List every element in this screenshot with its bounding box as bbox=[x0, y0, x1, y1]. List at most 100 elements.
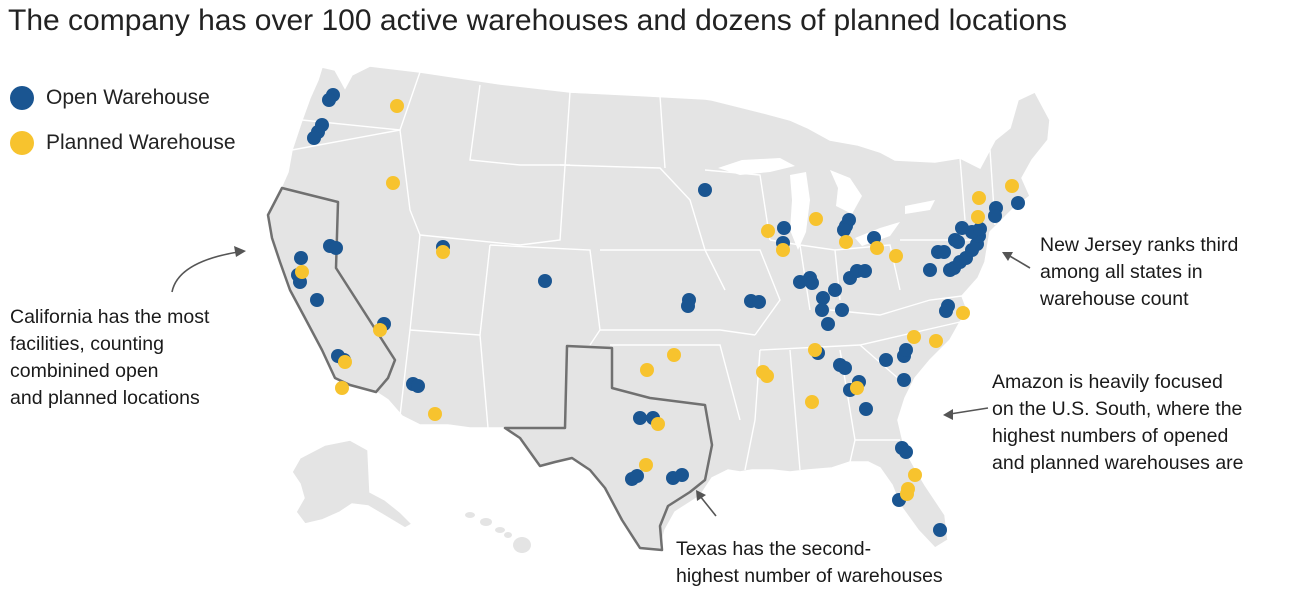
planned-warehouse-marker bbox=[639, 458, 653, 472]
planned-warehouse-marker bbox=[760, 369, 774, 383]
planned-warehouse-marker bbox=[428, 407, 442, 421]
planned-warehouse-marker bbox=[761, 224, 775, 238]
open-warehouse-marker bbox=[294, 251, 308, 265]
planned-warehouse-marker bbox=[1005, 179, 1019, 193]
open-warehouse-marker bbox=[955, 221, 969, 235]
open-warehouse-marker bbox=[322, 93, 336, 107]
lake-huron-shape bbox=[830, 170, 862, 214]
planned-warehouse-marker bbox=[809, 212, 823, 226]
state-border-line bbox=[291, 129, 421, 236]
open-warehouse-marker bbox=[943, 263, 957, 277]
arrowhead-icon bbox=[943, 409, 953, 420]
planned-warehouse-marker bbox=[839, 235, 853, 249]
planned-warehouse-marker bbox=[850, 381, 864, 395]
planned-warehouse-marker bbox=[667, 348, 681, 362]
open-warehouse-marker bbox=[899, 445, 913, 459]
open-warehouse-marker bbox=[859, 402, 873, 416]
planned-warehouse-marker bbox=[295, 265, 309, 279]
open-warehouse-marker bbox=[633, 411, 647, 425]
state-border-line bbox=[489, 244, 601, 346]
open-warehouse-marker bbox=[879, 353, 893, 367]
open-warehouse-marker bbox=[681, 299, 695, 313]
annotation-line: combinined open bbox=[10, 360, 159, 382]
annotation-line: New Jersey ranks third bbox=[1040, 234, 1239, 256]
state-border-line bbox=[569, 91, 666, 169]
open-warehouse-marker bbox=[858, 264, 872, 278]
annotation-line: highest number of warehouses bbox=[676, 565, 943, 587]
planned-warehouse-marker bbox=[776, 243, 790, 257]
planned-warehouse-marker bbox=[805, 395, 819, 409]
open-warehouse-marker-icon bbox=[10, 86, 34, 110]
open-warehouse-marker bbox=[805, 276, 819, 290]
planned-warehouse-marker bbox=[907, 330, 921, 344]
legend-item-open: Open Warehouse bbox=[10, 86, 236, 110]
open-warehouse-marker bbox=[816, 291, 830, 305]
open-warehouse-marker bbox=[973, 222, 987, 236]
planned-warehouse-marker bbox=[640, 363, 654, 377]
california-outline bbox=[266, 186, 397, 394]
open-warehouse-marker bbox=[538, 274, 552, 288]
curved-arrow-icon bbox=[1007, 254, 1031, 269]
open-warehouse-marker bbox=[838, 361, 852, 375]
planned-warehouse-marker bbox=[889, 249, 903, 263]
open-warehouse-marker bbox=[698, 183, 712, 197]
planned-warehouse-marker-icon bbox=[10, 131, 34, 155]
arrowhead-icon bbox=[1002, 252, 1013, 261]
us-land bbox=[267, 65, 1051, 553]
open-warehouse-marker bbox=[777, 221, 791, 235]
arrowheads bbox=[234, 246, 1013, 501]
annotation-south: Amazon is heavily focused on the U.S. So… bbox=[992, 369, 1244, 477]
state-border-line bbox=[959, 157, 966, 221]
curved-arrow-icon bbox=[171, 251, 239, 293]
contiguous-us-shape bbox=[267, 65, 1051, 551]
annotation-line: California has the most bbox=[10, 306, 210, 328]
planned-warehouse-marker bbox=[972, 191, 986, 205]
open-warehouse-marker bbox=[630, 469, 644, 483]
planned-warehouse-marker bbox=[971, 210, 985, 224]
annotation-line: facilities, counting bbox=[10, 333, 164, 355]
arrowhead-icon bbox=[234, 246, 246, 257]
planned-warehouse-marker bbox=[390, 99, 404, 113]
state-border-line bbox=[469, 84, 570, 166]
annotation-california: California has the most facilities, coun… bbox=[10, 304, 209, 412]
annotation-line: Amazon is heavily focused bbox=[992, 371, 1223, 393]
open-warehouse-marker bbox=[899, 343, 913, 357]
open-warehouse-marker bbox=[837, 223, 851, 237]
planned-warehouse-marker bbox=[651, 417, 665, 431]
state-border-line bbox=[479, 244, 491, 336]
planned-warehouse-marker bbox=[900, 487, 914, 501]
curved-arrow-icon bbox=[949, 407, 989, 415]
open-warehouse-marker bbox=[951, 235, 965, 249]
state-border-line bbox=[834, 244, 901, 291]
planned-warehouse-marker bbox=[373, 323, 387, 337]
open-warehouse-marker bbox=[752, 295, 766, 309]
planned-warehouse-marker bbox=[808, 343, 822, 357]
planned-warehouse-marker bbox=[338, 355, 352, 369]
planned-warehouse-marker bbox=[386, 176, 400, 190]
lake-michigan-shape bbox=[790, 172, 810, 250]
legend-label-open: Open Warehouse bbox=[46, 86, 210, 109]
open-warehouse-marker bbox=[1011, 196, 1025, 210]
legend-item-planned: Planned Warehouse bbox=[10, 131, 236, 155]
planned-warehouse-marker bbox=[908, 468, 922, 482]
hawaii-shape bbox=[465, 512, 531, 553]
annotation-line: highest numbers of opened bbox=[992, 425, 1229, 447]
open-warehouse-marker bbox=[793, 275, 807, 289]
warehouse-markers bbox=[291, 88, 1025, 537]
state-border-line bbox=[789, 349, 801, 471]
annotation-line: warehouse count bbox=[1040, 288, 1189, 310]
open-warehouse-marker bbox=[937, 245, 951, 259]
annotation-line: among all states in bbox=[1040, 261, 1203, 283]
state-border-line bbox=[705, 249, 781, 336]
open-warehouse-marker bbox=[835, 303, 849, 317]
open-warehouse-marker bbox=[933, 523, 947, 537]
arrowhead-icon bbox=[696, 490, 706, 501]
state-border-line bbox=[600, 329, 756, 336]
annotation-line: Texas has the second- bbox=[676, 538, 872, 560]
lake-superior-shape bbox=[718, 158, 795, 175]
open-warehouse-marker bbox=[828, 283, 842, 297]
state-border-line bbox=[419, 91, 571, 246]
open-warehouse-marker bbox=[897, 373, 911, 387]
chart-title: The company has over 100 active warehous… bbox=[8, 4, 1068, 37]
